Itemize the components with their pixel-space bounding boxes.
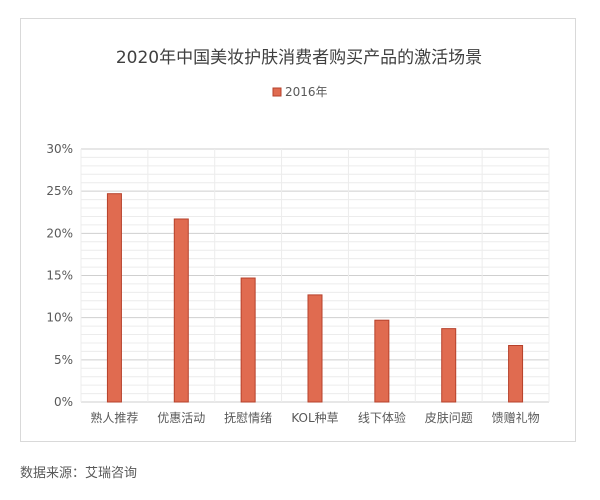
y-tick-label: 0% (54, 395, 73, 409)
x-tick-label: 皮肤问题 (425, 410, 473, 425)
x-tick-label: KOL种草 (291, 411, 338, 425)
y-tick-label: 5% (54, 353, 73, 367)
y-tick-label: 15% (46, 269, 73, 283)
y-tick-label: 25% (46, 184, 73, 198)
bar (307, 294, 323, 403)
bar (374, 319, 390, 403)
bar (441, 328, 457, 403)
source-note: 数据来源：艾瑞咨询 (20, 466, 138, 481)
bar (240, 277, 256, 403)
legend: 2016年 (272, 85, 328, 99)
chart-title: 2020年中国美妆护肤消费者购买产品的激活场景 (116, 48, 482, 68)
bars (106, 193, 524, 403)
x-axis-labels: 熟人推荐 优惠活动 抚慰情绪 KOL种草 线下体验 皮肤问题 馈赠礼物 (90, 410, 539, 425)
y-axis-ticks: 0% 5% 10% 15% 20% 25% 30% (46, 142, 73, 409)
x-tick-label: 熟人推荐 (90, 410, 138, 425)
x-tick-label: 抚慰情绪 (224, 411, 272, 425)
bar (106, 193, 122, 403)
legend-swatch (272, 87, 282, 97)
bar (173, 218, 189, 403)
legend-label: 2016年 (285, 85, 328, 99)
x-tick-label: 馈赠礼物 (492, 410, 540, 425)
chart-frame: 2020年中国美妆护肤消费者购买产品的激活场景 2016年 0% 5% 10% 15%… (20, 18, 576, 442)
y-tick-label: 20% (46, 226, 73, 240)
x-tick-label: 线下体验 (358, 410, 406, 425)
x-tick-label: 优惠活动 (157, 411, 205, 425)
y-tick-label: 30% (46, 142, 73, 156)
bar (508, 344, 524, 403)
bar-chart: 2020年中国美妆护肤消费者购买产品的激活场景 2016年 0% 5% 10% 15%… (46, 48, 550, 425)
y-tick-label: 10% (46, 311, 73, 325)
